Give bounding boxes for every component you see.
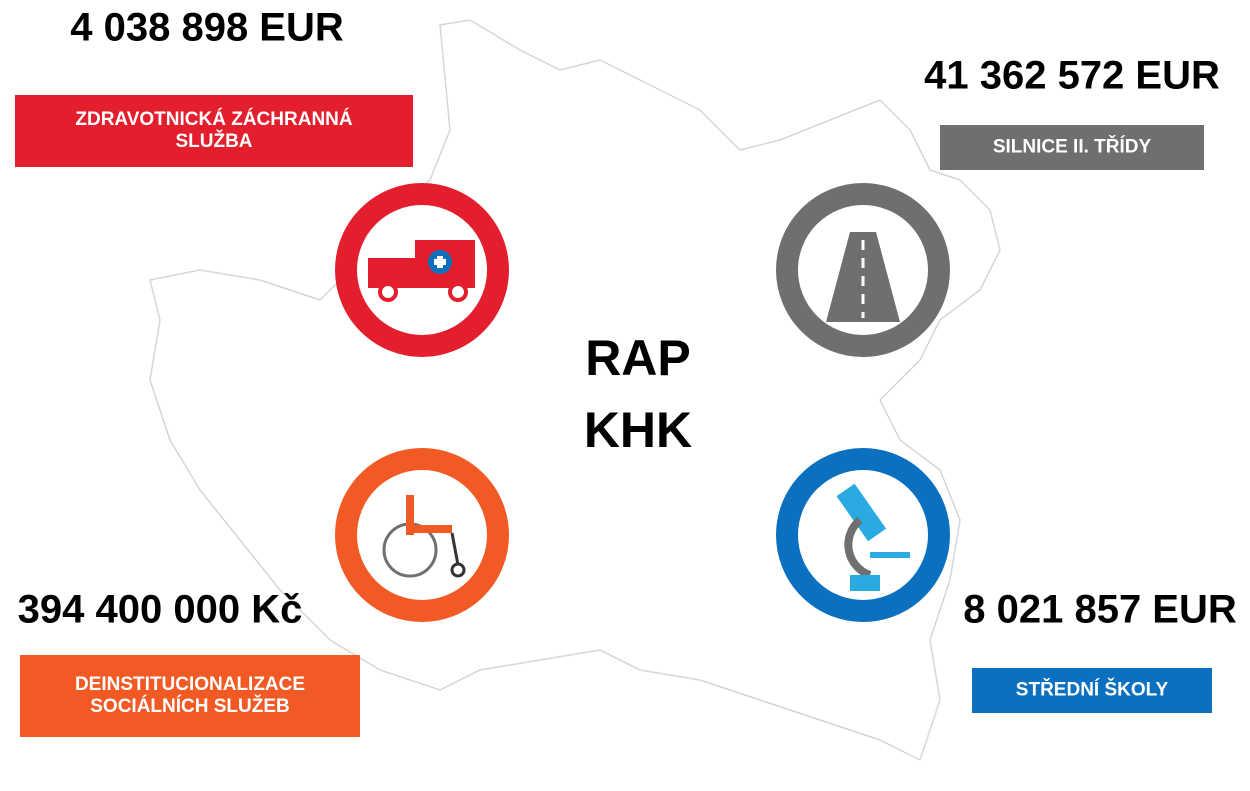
label-line: SILNICE II. TŘÍDY xyxy=(993,136,1152,158)
ambulance-icon xyxy=(368,240,475,302)
amount: 41 362 572 EUR xyxy=(924,54,1220,98)
microscope-icon xyxy=(836,483,910,591)
label-line: DEINSTITUCIONALIZACE xyxy=(75,674,305,695)
label-line: SLUŽBA xyxy=(175,130,252,152)
label-box xyxy=(20,655,360,737)
amount: 394 400 000 Kč xyxy=(18,588,303,632)
region-map xyxy=(149,19,1001,762)
road-icon xyxy=(826,232,900,322)
label-box xyxy=(940,125,1204,170)
icon-ring xyxy=(776,448,950,622)
label-line: STŘEDNÍ ŠKOLY xyxy=(1016,679,1169,701)
icon-ring xyxy=(335,448,509,622)
center-title: KHK xyxy=(584,402,692,458)
label-box xyxy=(15,95,413,167)
amount: 4 038 898 EUR xyxy=(70,6,344,50)
label-box xyxy=(972,668,1212,713)
wheelchair-icon xyxy=(382,495,466,578)
center-title: RAP xyxy=(585,330,691,386)
label-line: ZDRAVOTNICKÁ ZÁCHRANNÁ xyxy=(75,108,353,130)
label-line: SOCIÁLNÍCH SLUŽEB xyxy=(90,695,290,717)
amount: 8 021 857 EUR xyxy=(963,588,1237,632)
